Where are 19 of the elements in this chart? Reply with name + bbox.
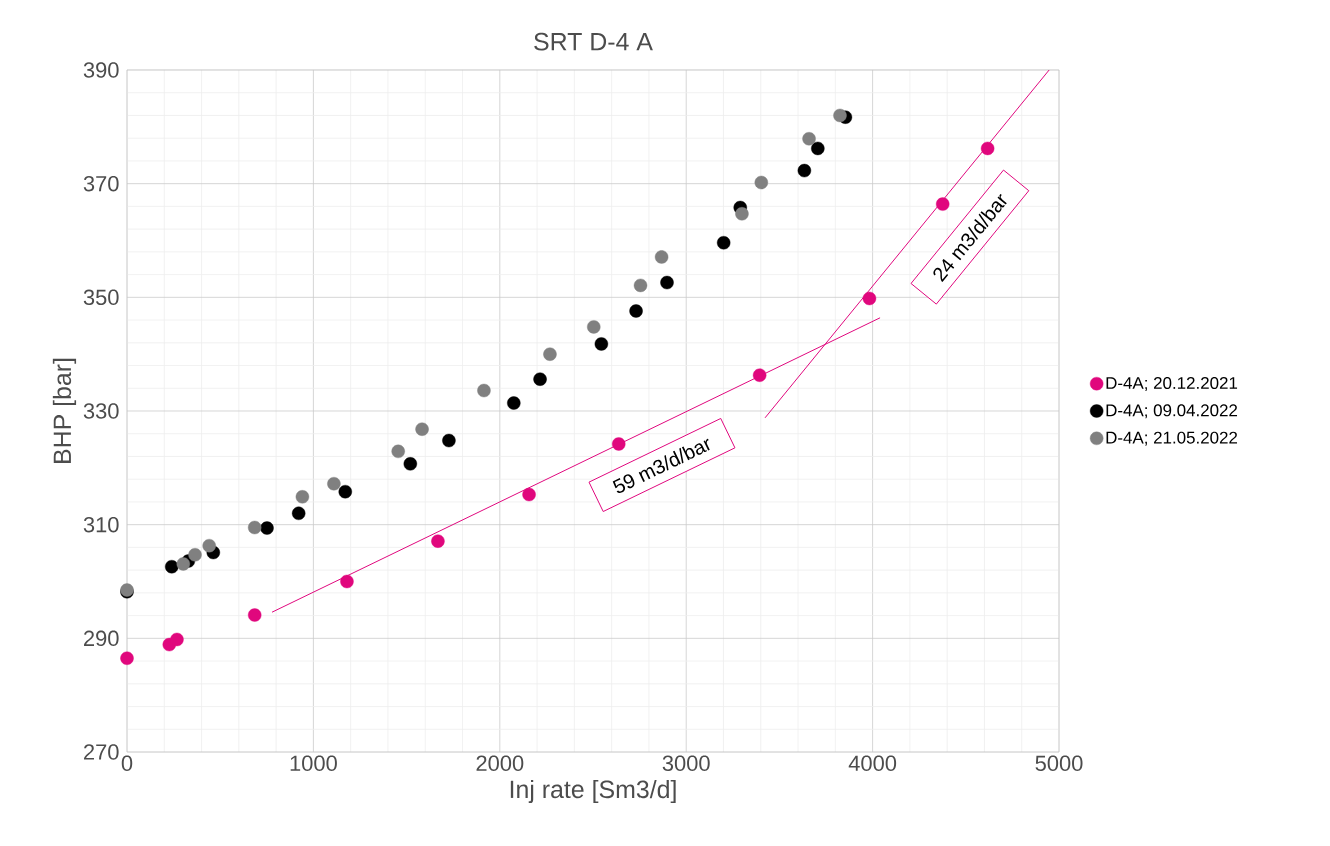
legend-label: D-4A; 20.12.2021 [1106, 377, 1238, 392]
legend-label: D-4A; 09.04.2022 [1106, 404, 1238, 419]
x-tick-label: 5000 [1035, 755, 1083, 772]
y-tick-label: 390 [83, 62, 119, 78]
y-axis-title: BHP [bar] [52, 358, 77, 463]
x-tick-label: 3000 [662, 755, 710, 772]
chart-title: SRT D-4 A [534, 32, 653, 51]
y-tick-label: 270 [84, 744, 119, 760]
y-tick-label: 370 [83, 175, 119, 192]
legend-label: D-4A; 21.05.2022 [1106, 431, 1238, 446]
x-tick-label: 4000 [848, 755, 897, 772]
x-tick-label: 2000 [476, 755, 524, 772]
x-tick-label: 1000 [290, 755, 337, 772]
x-tick-label: 0 [121, 755, 133, 772]
y-tick-label: 330 [83, 403, 119, 419]
y-tick-label: 310 [83, 516, 119, 533]
y-tick-label: 350 [83, 289, 119, 306]
y-tick-label: 290 [84, 630, 119, 647]
x-axis-title: Inj rate [Sm3/d] [510, 779, 676, 804]
